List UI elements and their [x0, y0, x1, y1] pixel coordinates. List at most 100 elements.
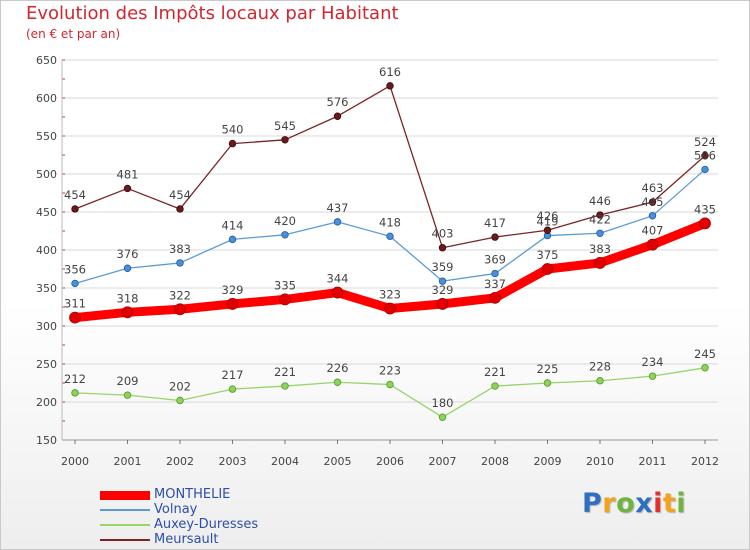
data-point: [699, 217, 711, 230]
y-tick-label: 300: [36, 320, 57, 333]
data-label: 329: [222, 283, 244, 297]
data-point: [176, 259, 184, 267]
data-point: [333, 112, 342, 120]
data-label: 414: [222, 218, 244, 232]
x-tick-label: 2006: [376, 455, 404, 468]
x-tick-label: 2002: [166, 455, 194, 468]
x-tick-label: 2011: [639, 455, 667, 468]
data-label: 359: [432, 260, 454, 274]
data-point: [648, 198, 657, 206]
y-tick-label: 650: [36, 54, 57, 67]
y-tick-label: 550: [36, 130, 57, 143]
data-point: [228, 235, 237, 244]
y-tick-label: 400: [36, 244, 57, 257]
y-tick-label: 350: [36, 282, 57, 295]
chart-legend: MONTHELIE Volnay Auxey-Duresses Meursault: [100, 487, 360, 547]
data-label: 212: [64, 372, 86, 386]
legend-label: Volnay: [154, 502, 198, 517]
y-tick-label: 450: [36, 206, 57, 219]
data-label: 344: [327, 272, 349, 286]
data-point: [281, 136, 289, 144]
data-point: [281, 231, 289, 239]
y-tick-label: 200: [36, 396, 57, 409]
x-tick-label: 2009: [534, 455, 562, 468]
data-point: [71, 389, 79, 397]
data-point: [701, 364, 709, 372]
data-point: [71, 205, 79, 213]
y-tick-label: 500: [36, 168, 57, 181]
legend-label: MONTHELIE: [154, 487, 231, 502]
data-label: 419: [537, 215, 559, 229]
data-point: [596, 377, 604, 385]
data-label: 407: [642, 224, 664, 238]
data-point: [648, 372, 657, 380]
data-point: [489, 291, 501, 304]
data-label: 221: [274, 365, 296, 379]
data-label: 435: [694, 202, 716, 216]
data-point: [279, 293, 291, 306]
legend-swatch: [100, 490, 150, 500]
data-label: 225: [537, 362, 559, 376]
data-label: 540: [222, 123, 244, 137]
legend-label: Auxey-Duresses: [154, 517, 259, 532]
data-point: [333, 378, 342, 386]
legend-swatch: [100, 539, 150, 541]
data-point: [174, 303, 186, 316]
data-point: [226, 298, 239, 310]
data-point: [228, 139, 237, 148]
data-point: [438, 244, 447, 252]
x-tick-label: 2008: [481, 455, 509, 468]
x-tick-label: 2003: [219, 455, 247, 468]
data-point: [543, 226, 552, 234]
data-point: [386, 380, 394, 389]
data-point: [281, 382, 289, 390]
data-label: 616: [379, 65, 401, 79]
legend-label: Meursault: [154, 532, 219, 547]
data-point: [438, 413, 447, 421]
data-label: 420: [274, 214, 296, 228]
data-point: [438, 277, 447, 285]
data-label: 422: [589, 212, 611, 226]
data-label: 323: [379, 288, 401, 302]
data-point: [436, 298, 449, 310]
data-point: [543, 379, 552, 387]
data-label: 437: [327, 201, 349, 215]
data-point: [123, 264, 132, 272]
legend-item: MONTHELIE: [100, 487, 360, 502]
x-tick-label: 2010: [586, 455, 614, 468]
data-label: 209: [117, 374, 139, 388]
data-label: 376: [117, 247, 139, 261]
y-tick-label: 600: [36, 92, 57, 105]
data-label: 506: [694, 148, 716, 162]
data-label: 418: [379, 215, 401, 229]
data-label: 403: [432, 227, 454, 241]
data-point: [331, 286, 344, 299]
data-point: [491, 233, 499, 241]
data-label: 356: [64, 262, 86, 276]
data-label: 223: [379, 364, 401, 378]
data-label: 318: [117, 291, 139, 305]
x-tick-label: 2007: [429, 455, 457, 468]
legend-swatch: [100, 524, 150, 526]
data-label: 417: [484, 216, 506, 230]
data-label: 329: [432, 283, 454, 297]
data-point: [123, 391, 132, 399]
data-label: 463: [642, 181, 664, 195]
data-point: [648, 212, 657, 220]
data-point: [386, 82, 394, 90]
data-point: [541, 263, 554, 275]
data-point: [386, 232, 394, 241]
y-tick-label: 150: [36, 434, 57, 447]
data-label: 180: [432, 396, 454, 410]
x-tick-label: 2000: [61, 455, 89, 468]
data-label: 454: [169, 188, 191, 202]
chart-title: Evolution des Impôts locaux par Habitant: [26, 3, 399, 24]
data-label: 337: [484, 277, 506, 291]
data-label: 311: [64, 297, 86, 311]
data-point: [594, 257, 606, 269]
chart-subtitle: (en € et par an): [26, 27, 121, 41]
data-label: 228: [589, 360, 611, 374]
data-label: 426: [537, 209, 559, 223]
